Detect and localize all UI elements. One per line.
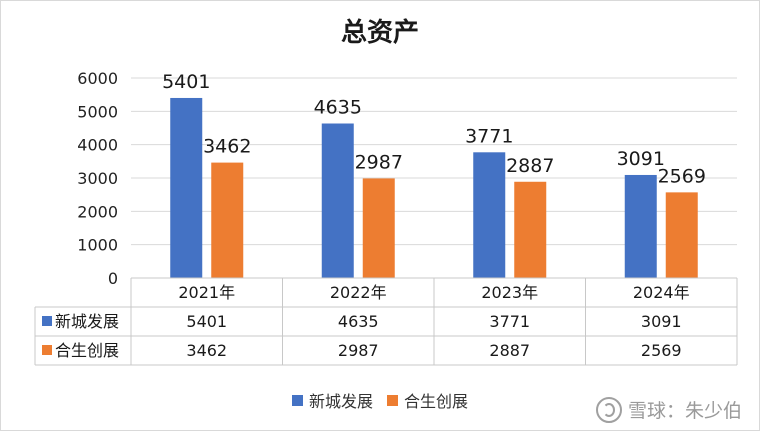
- y-tick-label: 0: [108, 269, 118, 288]
- table-cell-value: 2569: [641, 341, 682, 360]
- table-series-name: 新城发展: [55, 312, 119, 331]
- x-category-label: 2024年: [633, 283, 690, 302]
- bar: [514, 181, 547, 278]
- table-series-name: 合生创展: [55, 341, 119, 360]
- bar: [473, 152, 506, 278]
- data-label: 4635: [314, 97, 362, 119]
- bar: [211, 162, 244, 278]
- legend-label-series-2: 合生创展: [404, 392, 469, 411]
- bar: [362, 178, 395, 278]
- table-cell-value: 2987: [338, 341, 379, 360]
- legend-swatch-series-2: [387, 394, 398, 406]
- bar: [665, 192, 698, 278]
- bar: [624, 174, 657, 278]
- table-legend-key: [42, 345, 52, 355]
- legend-item-series-2: 合生创展: [387, 388, 468, 412]
- y-tick-label: 3000: [77, 169, 118, 188]
- bar: [321, 123, 354, 278]
- data-label: 3091: [617, 148, 665, 170]
- legend: 新城发展 合生创展: [0, 388, 760, 412]
- data-label: 3462: [203, 136, 251, 158]
- table-cell-value: 2887: [489, 341, 530, 360]
- y-tick-label: 1000: [77, 236, 118, 255]
- data-label: 2987: [355, 151, 403, 173]
- y-tick-label: 2000: [77, 202, 118, 221]
- table-cell-value: 4635: [338, 312, 379, 331]
- data-label: 2887: [506, 155, 554, 177]
- watermark-text: 雪球：朱少伯: [627, 400, 742, 422]
- data-label: 5401: [162, 71, 210, 93]
- chart-title: 总资产: [340, 18, 419, 48]
- table-legend-key: [42, 316, 52, 326]
- legend-swatch-series-1: [291, 394, 303, 406]
- table-cell-value: 3462: [186, 341, 227, 360]
- table-cell-value: 3771: [489, 312, 530, 331]
- data-label: 3771: [465, 125, 513, 147]
- table-cell-value: 5401: [186, 312, 227, 331]
- x-category-label: 2023年: [481, 283, 538, 302]
- y-tick-label: 6000: [77, 69, 118, 88]
- snowball-logo-icon: [595, 396, 622, 423]
- y-tick-label: 5000: [77, 102, 118, 121]
- x-category-label: 2021年: [178, 283, 235, 302]
- legend-item-series-1: 新城发展: [291, 388, 373, 412]
- x-category-label: 2022年: [330, 283, 387, 302]
- y-tick-label: 4000: [77, 136, 118, 155]
- bar: [170, 97, 203, 278]
- data-label: 2569: [658, 165, 706, 187]
- watermark: 雪球：朱少伯: [595, 396, 742, 423]
- table-cell-value: 3091: [641, 312, 682, 331]
- legend-label-series-1: 新城发展: [308, 392, 373, 411]
